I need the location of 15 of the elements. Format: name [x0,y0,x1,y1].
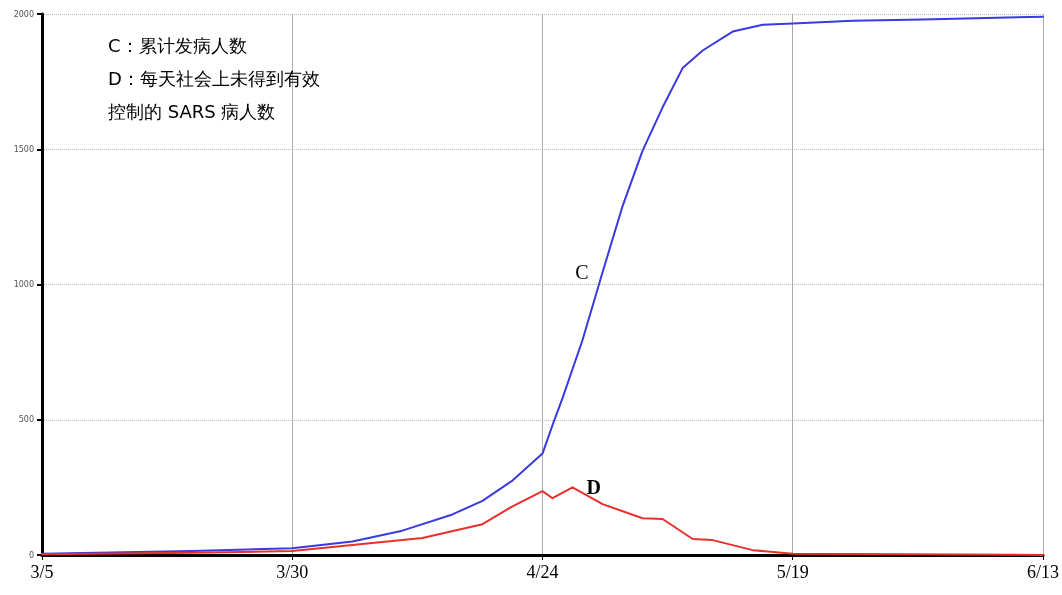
x-tick-label: 6/13 [1026,562,1060,582]
x-tick-label: 5/19 [776,562,809,582]
y-tick-label: 1000 [13,280,34,289]
series-label: D [586,476,601,499]
x-tick-label: 3/30 [276,562,309,582]
y-tick-label: 2000 [13,9,34,19]
annotation: 控制的 SARS 病人数 [108,100,276,122]
x-tick-label: 3/5 [30,562,54,582]
y-tick-label: 1500 [13,144,34,154]
y-tick-label: 0 [28,550,34,560]
x-tick-label: 4/24 [526,562,559,582]
y-tick-label: 500 [18,415,34,425]
annotation: D：每天社会上未得到有效 [108,67,320,89]
series-label: C [575,261,589,284]
annotation: C：累计发病人数 [108,34,247,56]
